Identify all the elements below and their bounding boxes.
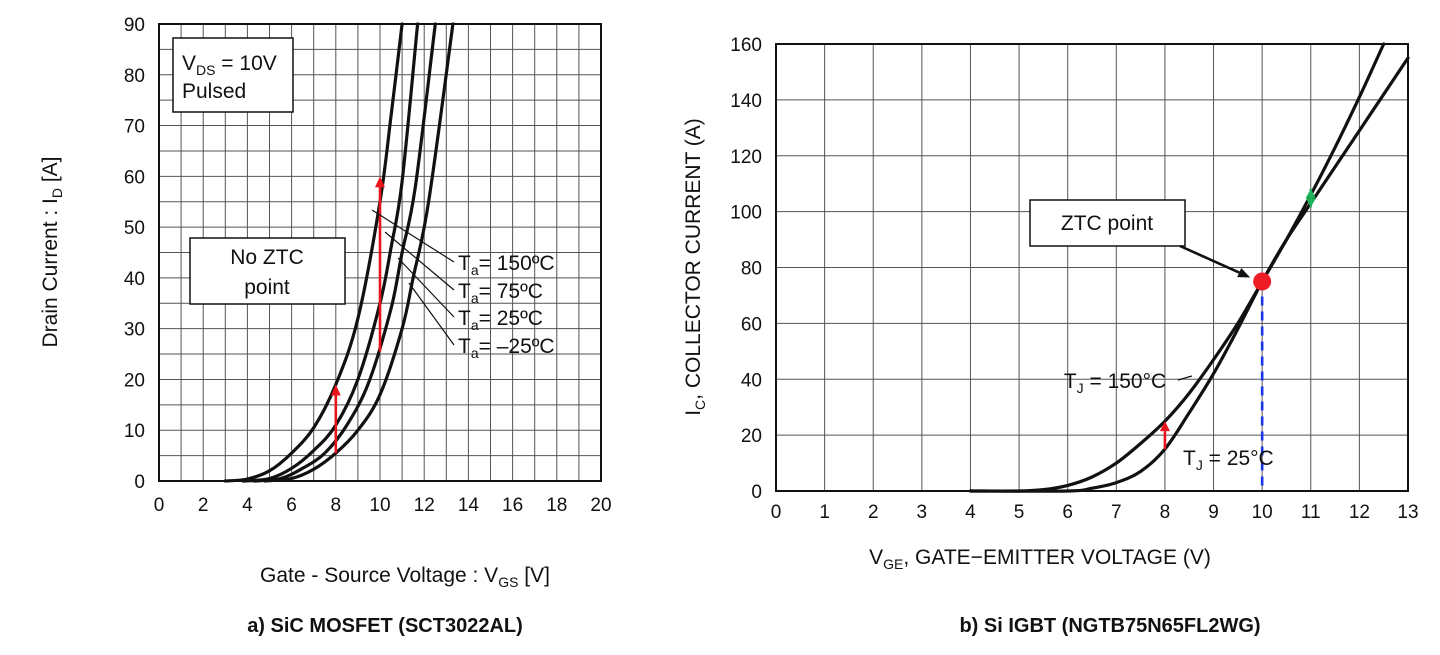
x-tick-label: 4	[965, 502, 976, 523]
y-tick-label: 80	[124, 66, 145, 87]
y-tick-label: 0	[134, 472, 145, 493]
series-line-1	[968, 56, 1410, 493]
no-ztc-box	[189, 237, 346, 305]
chart-b-ylabel: IC, COLLECTOR CURRENT (A)	[682, 118, 708, 416]
x-tick-label: 16	[502, 495, 523, 516]
x-tick-label: 9	[1208, 502, 1219, 523]
y-tick-label: 70	[124, 117, 145, 138]
green-arrow	[1305, 188, 1316, 208]
ztc-callout-arrow	[1179, 244, 1251, 278]
y-tick-label: 60	[741, 314, 762, 335]
legend-leader-0	[371, 209, 455, 263]
x-tick-label: 11	[1301, 502, 1321, 523]
legend-label-3: Ta= –25ºC	[458, 335, 555, 361]
chart-b-xlabel: VGE, GATE−EMITTER VOLTAGE (V)	[869, 546, 1211, 572]
y-tick-label: 20	[124, 370, 145, 391]
series-line-0	[223, 22, 404, 483]
legend-leader-2	[397, 257, 455, 318]
y-tick-label: 90	[124, 15, 145, 36]
ztc-label-box	[1029, 199, 1186, 247]
chart-a-caption: a) SiC MOSFET (SCT3022AL)	[247, 615, 523, 637]
x-tick-label: 8	[1160, 502, 1171, 523]
legend-label-1: Ta= 75ºC	[458, 280, 543, 306]
legend-leader-1	[384, 231, 455, 291]
y-tick-label: 80	[741, 259, 762, 280]
x-tick-label: 1	[819, 502, 830, 523]
conditions-box	[172, 37, 294, 113]
y-tick-label: 40	[741, 370, 762, 391]
ztc-label: ZTC point	[1061, 212, 1153, 235]
conditions-line2: Pulsed	[182, 80, 246, 103]
legend-label-2: Ta= 25ºC	[458, 307, 543, 333]
y-tick-label: 10	[124, 421, 145, 442]
chart-b-frame	[775, 43, 1409, 492]
x-tick-label: 0	[771, 502, 782, 523]
y-tick-label: 50	[124, 218, 145, 239]
y-tick-label: 30	[124, 320, 145, 341]
y-tick-label: 0	[751, 482, 762, 503]
x-tick-label: 2	[868, 502, 879, 523]
series-label-leader	[1177, 375, 1193, 381]
y-tick-label: 140	[730, 91, 762, 112]
series-line-3	[263, 22, 455, 483]
x-tick-label: 7	[1111, 502, 1122, 523]
x-tick-label: 10	[369, 495, 390, 516]
series-line-0	[968, 42, 1386, 493]
red-arrow-0	[330, 384, 341, 454]
y-tick-label: 120	[730, 147, 762, 168]
x-tick-label: 13	[1397, 502, 1418, 523]
y-tick-label: 40	[124, 269, 145, 290]
x-tick-label: 5	[1014, 502, 1025, 523]
x-tick-label: 12	[1349, 502, 1370, 523]
x-tick-label: 3	[917, 502, 928, 523]
chart-a-frame	[158, 23, 602, 482]
y-tick-label: 20	[741, 426, 762, 447]
chart-a-xlabel: Gate - Source Voltage : VGS [V]	[260, 564, 550, 590]
x-tick-label: 14	[458, 495, 480, 516]
series-label-150: TJ = 150°C	[1064, 370, 1166, 396]
y-tick-label: 100	[730, 203, 762, 224]
series-label-25: TJ = 25°C	[1183, 447, 1274, 473]
legend-label-0: Ta= 150ºC	[458, 252, 555, 278]
series-line-1	[241, 22, 420, 483]
no-ztc-line1: No ZTC	[230, 246, 304, 269]
x-tick-label: 12	[414, 495, 435, 516]
y-tick-label: 60	[124, 167, 145, 188]
conditions-line1: VDS = 10V	[182, 52, 277, 78]
x-tick-label: 6	[1062, 502, 1073, 523]
x-tick-label: 6	[286, 495, 297, 516]
x-tick-label: 2	[198, 495, 209, 516]
red-arrow-0	[1159, 421, 1170, 450]
no-ztc-line2: point	[244, 276, 290, 299]
x-tick-label: 10	[1252, 502, 1273, 523]
x-tick-label: 4	[242, 495, 253, 516]
x-tick-label: 8	[331, 495, 342, 516]
chart-a: 0 2 4 6 8 10 12 14 16 18 20 0 10 20 30 40 50 60 70 80 90 VDS…	[39, 15, 612, 637]
chart-b-caption: b) Si IGBT (NGTB75N65FL2WG)	[959, 615, 1260, 637]
chart-b: 0 1 2 3 4 5 6 7 8 9 10 11 12 13020406080100120140160 …	[682, 35, 1419, 637]
x-tick-label: 18	[546, 495, 567, 516]
green-arrow-head	[1305, 188, 1316, 208]
x-tick-label: 0	[154, 495, 165, 516]
x-tick-label: 20	[590, 495, 611, 516]
red-arrow-1	[375, 176, 385, 352]
ztc-point-marker	[1253, 272, 1272, 291]
legend-leader-3	[408, 282, 455, 346]
series-line-2	[252, 22, 437, 483]
y-tick-label: 160	[730, 35, 762, 56]
chart-a-ylabel: Drain Current : ID [A]	[39, 156, 65, 347]
